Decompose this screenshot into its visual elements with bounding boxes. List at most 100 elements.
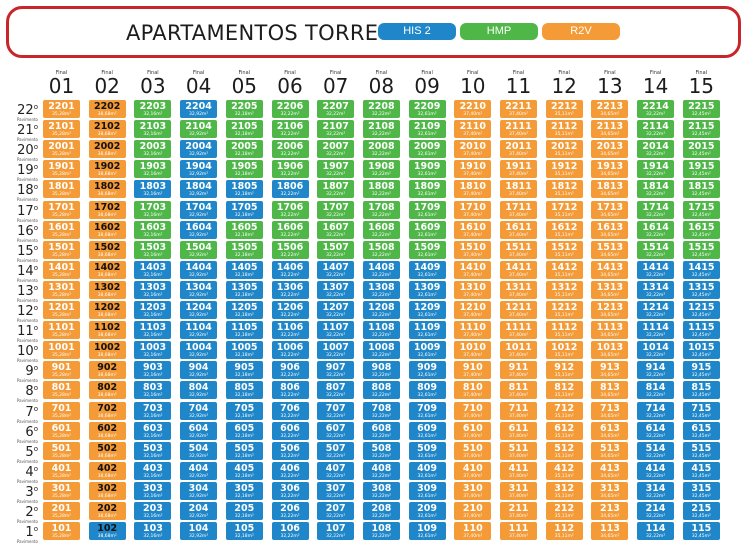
apartment-cell[interactable]: 2011 37,40m² [500,140,537,159]
apartment-cell[interactable]: 1807 32,22m² [317,180,355,199]
apartment-cell[interactable]: 913 34,65m² [591,361,629,380]
apartment-cell[interactable]: 715 32,45m² [682,401,720,420]
apartment-cell[interactable]: 1211 37,40m² [500,301,537,319]
apartment-cell[interactable]: 612 35,11m² [545,421,583,440]
apartment-cell[interactable]: 1502 38,68m² [88,240,126,259]
apartment-cell[interactable]: 1415 32,45m² [682,260,720,279]
apartment-cell[interactable]: 1605 32,18m² [225,220,263,239]
apartment-cell[interactable]: 113 34,65m² [591,522,629,541]
apartment-cell[interactable]: 613 34,65m² [591,421,629,440]
apartment-cell[interactable]: 1104 32,92m² [180,321,218,340]
apartment-cell[interactable]: 906 32,22m² [271,361,309,380]
apartment-cell[interactable]: 2111 37,40m² [500,120,537,139]
apartment-cell[interactable]: 2109 32,61m² [408,120,446,139]
apartment-cell[interactable]: 709 32,61m² [408,401,446,420]
apartment-cell[interactable]: 204 32,92m² [180,502,218,520]
apartment-cell[interactable]: 708 32,22m² [362,401,400,420]
apartment-cell[interactable]: 309 32,61m² [408,481,446,500]
apartment-cell[interactable]: 2209 32,61m² [408,100,446,118]
apartment-cell[interactable]: 2007 32,22m² [317,140,355,159]
apartment-cell[interactable]: 314 32,22m² [637,481,675,500]
apartment-cell[interactable]: 1506 32,22m² [271,240,309,259]
apartment-cell[interactable]: 2207 32,22m² [317,100,355,118]
apartment-cell[interactable]: 2003 32,16m² [134,140,172,159]
apartment-cell[interactable]: 710 37,40m² [454,401,492,420]
apartment-cell[interactable]: 1905 32,18m² [225,160,263,179]
apartment-cell[interactable]: 107 32,22m² [317,522,355,541]
apartment-cell[interactable]: 2206 32,22m² [271,100,309,118]
apartment-cell[interactable]: 1410 37,40m² [454,260,492,279]
apartment-cell[interactable]: 1307 32,22m² [317,280,355,299]
apartment-cell[interactable]: 910 37,40m² [454,361,492,380]
apartment-cell[interactable]: 2006 32,22m² [271,140,309,159]
apartment-cell[interactable]: 412 35,11m² [545,461,583,480]
apartment-cell[interactable]: 1910 37,40m² [454,160,492,179]
apartment-cell[interactable]: 2014 32,22m² [637,140,675,159]
apartment-cell[interactable]: 1705 32,18m² [225,200,263,219]
apartment-cell[interactable]: 2101 35,28m² [43,120,80,139]
apartment-cell[interactable]: 1013 34,65m² [591,341,629,360]
apartment-cell[interactable]: 912 35,11m² [545,361,583,380]
apartment-cell[interactable]: 1208 32,22m² [362,301,400,319]
apartment-cell[interactable]: 510 37,40m² [454,441,492,460]
apartment-cell[interactable]: 1408 32,22m² [362,260,400,279]
apartment-cell[interactable]: 1203 32,16m² [134,301,172,319]
apartment-cell[interactable]: 512 35,11m² [545,441,583,460]
apartment-cell[interactable]: 301 35,28m² [43,481,80,500]
apartment-cell[interactable]: 2214 32,22m² [637,100,675,118]
apartment-cell[interactable]: 2103 32,16m² [134,120,172,139]
apartment-cell[interactable]: 703 32,16m² [134,401,172,420]
apartment-cell[interactable]: 112 35,11m² [545,522,583,541]
apartment-cell[interactable]: 504 32,92m² [180,441,218,460]
apartment-cell[interactable]: 507 32,22m² [317,441,355,460]
apartment-cell[interactable]: 1811 37,40m² [500,180,537,199]
apartment-cell[interactable]: 1010 37,40m² [454,341,492,360]
apartment-cell[interactable]: 514 32,22m² [637,441,675,460]
apartment-cell[interactable]: 609 32,61m² [408,421,446,440]
apartment-cell[interactable]: 1608 32,22m² [362,220,400,239]
apartment-cell[interactable]: 2213 34,65m² [591,100,629,118]
apartment-cell[interactable]: 207 32,22m² [317,502,355,520]
apartment-cell[interactable]: 1005 32,18m² [225,341,263,360]
apartment-cell[interactable]: 1101 35,28m² [43,321,80,340]
apartment-cell[interactable]: 805 32,18m² [225,381,263,400]
apartment-cell[interactable]: 2212 35,11m² [545,100,583,118]
apartment-cell[interactable]: 513 34,65m² [591,441,629,460]
apartment-cell[interactable]: 408 32,22m² [362,461,400,480]
apartment-cell[interactable]: 1510 37,40m² [454,240,492,259]
apartment-cell[interactable]: 701 35,28m² [43,401,80,420]
apartment-cell[interactable]: 2201 35,28m² [43,100,80,118]
apartment-cell[interactable]: 202 38,68m² [88,502,126,520]
apartment-cell[interactable]: 601 35,28m² [43,421,80,440]
apartment-cell[interactable]: 2105 32,18m² [225,120,263,139]
apartment-cell[interactable]: 1401 35,28m² [43,260,80,279]
apartment-cell[interactable]: 1814 32,22m² [637,180,675,199]
apartment-cell[interactable]: 315 32,45m² [682,481,720,500]
apartment-cell[interactable]: 1801 35,28m² [43,180,80,199]
apartment-cell[interactable]: 1503 32,16m² [134,240,172,259]
apartment-cell[interactable]: 1707 32,22m² [317,200,355,219]
apartment-cell[interactable]: 801 35,28m² [43,381,80,400]
apartment-cell[interactable]: 115 32,45m² [682,522,720,541]
apartment-cell[interactable]: 1813 34,65m² [591,180,629,199]
apartment-cell[interactable]: 105 32,18m² [225,522,263,541]
apartment-cell[interactable]: 2205 32,18m² [225,100,263,118]
apartment-cell[interactable]: 1711 37,40m² [500,200,537,219]
apartment-cell[interactable]: 2202 38,68m² [88,100,126,118]
apartment-cell[interactable]: 311 37,40m² [500,481,537,500]
apartment-cell[interactable]: 1704 32,92m² [180,200,218,219]
apartment-cell[interactable]: 1207 32,22m² [317,301,355,319]
apartment-cell[interactable]: 809 32,61m² [408,381,446,400]
apartment-cell[interactable]: 209 32,61m² [408,502,446,520]
apartment-cell[interactable]: 411 37,40m² [500,461,537,480]
apartment-cell[interactable]: 2012 35,11m² [545,140,583,159]
apartment-cell[interactable]: 1512 35,11m² [545,240,583,259]
apartment-cell[interactable]: 506 32,22m² [271,441,309,460]
apartment-cell[interactable]: 2114 32,22m² [637,120,675,139]
apartment-cell[interactable]: 1701 35,28m² [43,200,80,219]
apartment-cell[interactable]: 1708 32,22m² [362,200,400,219]
apartment-cell[interactable]: 1509 32,61m² [408,240,446,259]
apartment-cell[interactable]: 1501 35,28m² [43,240,80,259]
apartment-cell[interactable]: 2112 35,11m² [545,120,583,139]
apartment-cell[interactable]: 1214 32,22m² [637,301,675,319]
